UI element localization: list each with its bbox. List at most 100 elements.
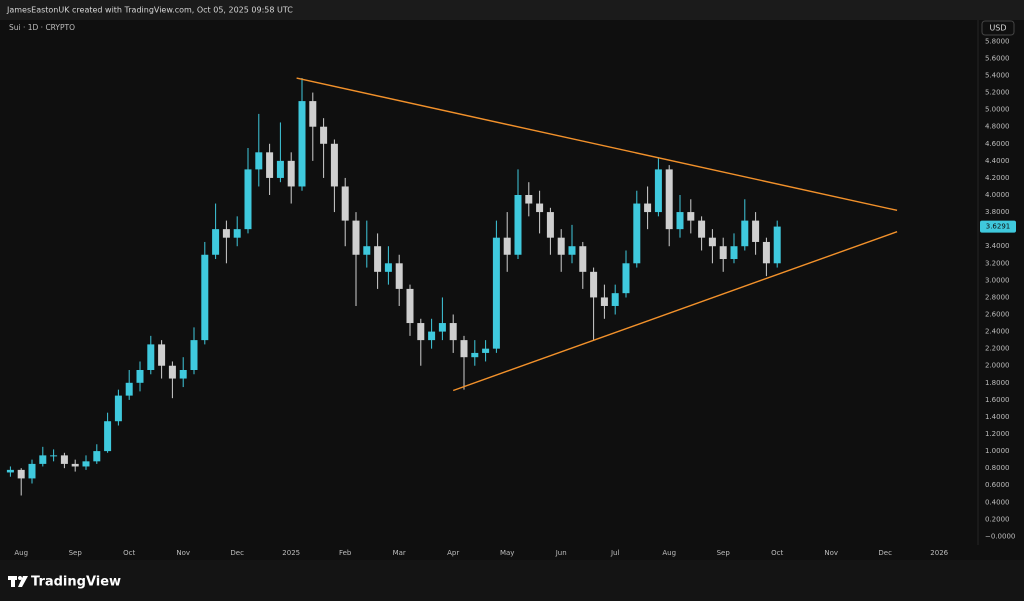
candle-body: [438, 323, 446, 332]
x-tick-label: Apr: [447, 549, 459, 557]
x-tick-label: 2026: [930, 549, 948, 557]
candle-body: [428, 331, 436, 341]
candle-body: [158, 344, 166, 366]
y-tick-label: 4.4000: [985, 157, 1010, 165]
candle-body: [309, 101, 317, 127]
y-tick-label: 2.4000: [985, 328, 1010, 336]
candle-body: [546, 212, 554, 238]
candle-body: [449, 323, 457, 341]
y-tick-label: 4.0000: [985, 191, 1010, 199]
candle-body: [50, 455, 58, 457]
x-tick-label: Dec: [230, 549, 244, 557]
candle-body: [276, 160, 284, 178]
candle-body: [363, 246, 371, 255]
y-tick-label: 1.4000: [985, 413, 1010, 421]
candle-body: [557, 237, 565, 255]
candle-body: [201, 254, 209, 341]
x-tick-label: Sep: [717, 549, 731, 557]
x-tick-label: Feb: [339, 549, 352, 557]
y-tick-label: 4.2000: [985, 174, 1010, 182]
candle-body: [471, 352, 479, 358]
x-tick-label: Nov: [176, 549, 190, 557]
candle-body: [687, 212, 695, 221]
candle-body: [330, 143, 338, 187]
currency: USD: [989, 24, 1006, 33]
candle-body: [71, 463, 79, 467]
candle-body: [708, 237, 716, 247]
candle-body: [93, 451, 101, 462]
candle-body: [352, 220, 360, 255]
candle-body: [212, 229, 220, 255]
candle-body: [773, 226, 781, 264]
y-tick-label: 3.8000: [985, 208, 1010, 216]
candle-body: [654, 169, 662, 213]
y-tick-label: −0.0000: [985, 532, 1015, 540]
candle-body: [676, 212, 684, 230]
candle-body: [374, 246, 382, 272]
x-tick-label: Nov: [824, 549, 838, 557]
logo-part: [18, 576, 22, 580]
candle-body: [525, 195, 533, 204]
y-tick-label: 2.6000: [985, 311, 1010, 319]
trendline: [452, 231, 898, 392]
y-tick-label: 0.2000: [985, 515, 1010, 523]
candle-body: [82, 461, 90, 467]
candle-body: [698, 220, 706, 238]
candle-body: [222, 229, 230, 238]
x-tick-label: May: [500, 549, 514, 557]
candle-body: [719, 246, 727, 260]
candle-body: [503, 237, 511, 255]
candle-body: [633, 203, 641, 264]
y-tick-label: 4.8000: [985, 123, 1010, 131]
candle-body: [6, 469, 14, 473]
y-tick-label: 2.2000: [985, 345, 1010, 353]
header-bar: [0, 0, 1024, 20]
candle-body: [590, 271, 598, 298]
candle-body: [514, 195, 522, 255]
x-tick-label: Dec: [878, 549, 892, 557]
y-tick-label: 1.2000: [985, 430, 1010, 438]
candle-body: [752, 220, 760, 242]
x-tick-label: Aug: [14, 549, 28, 557]
price-label: 3.6291: [986, 223, 1011, 231]
candle-body: [17, 469, 25, 479]
candle-body: [114, 395, 122, 422]
x-tick-label: Jun: [555, 549, 567, 557]
candle-body: [341, 186, 349, 221]
currency-button[interactable]: [981, 20, 1015, 36]
candle-body: [665, 169, 673, 230]
x-tick-label: Mar: [393, 549, 406, 557]
price-label-box: [980, 220, 1016, 233]
y-tick-label: 5.8000: [985, 37, 1010, 45]
candle-body: [622, 263, 630, 294]
candle-body: [136, 370, 144, 383]
candle-body: [266, 152, 274, 178]
candle-body: [568, 246, 576, 255]
candle-body: [460, 340, 468, 358]
candle-body: [536, 203, 544, 213]
y-tick-label: 5.4000: [985, 71, 1010, 79]
brand: TradingView: [31, 575, 121, 590]
y-tick-label: 2.8000: [985, 293, 1010, 301]
candle-body: [147, 344, 155, 370]
x-tick-label: Jul: [610, 549, 620, 557]
chart-title: Sui · 1D · CRYPTO: [9, 23, 75, 32]
footer-bar: [0, 560, 1024, 601]
candle-body: [417, 323, 425, 341]
x-tick-label: Oct: [123, 549, 135, 557]
x-tick-label: 2025: [282, 549, 300, 557]
trendline: [296, 77, 898, 212]
candle-body: [125, 382, 133, 396]
y-tick-label: 3.0000: [985, 276, 1010, 284]
y-tick-label: 3.2000: [985, 259, 1010, 267]
logo-part: [18, 576, 28, 587]
candle-body: [60, 455, 68, 464]
y-tick-label: 1.0000: [985, 447, 1010, 455]
candle-body: [233, 229, 241, 238]
candle-body: [28, 463, 36, 479]
candle-body: [492, 237, 500, 349]
candle-body: [255, 152, 263, 170]
